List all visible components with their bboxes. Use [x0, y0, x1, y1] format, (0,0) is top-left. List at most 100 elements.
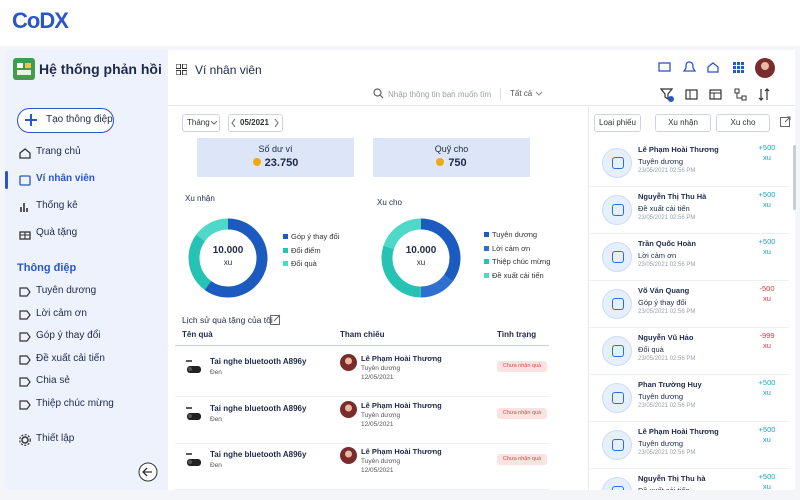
donut-segment[interactable] — [188, 218, 268, 298]
status: Chưa nhận quà — [502, 409, 542, 416]
tag-icon[interactable] — [19, 377, 31, 387]
transaction-item[interactable]: Nguyễn Vũ Hảo Đổi quà 23/05/2021 02:56 PM -… — [589, 328, 789, 375]
transaction-item[interactable]: Nguyễn Thị Thu Hà Đề xuất cải tiến 23/05/2… — [589, 187, 789, 234]
settings-item[interactable]: Thiết lập — [36, 433, 75, 444]
logo[interactable]: CoDX — [12, 8, 69, 33]
toolbar-icon[interactable] — [709, 88, 723, 102]
amount-value: -999 — [759, 331, 775, 340]
menu-icon[interactable] — [19, 174, 31, 186]
search-placeholder[interactable]: Nhập thông tin bạn muốn tìm — [388, 90, 492, 99]
time: 23/05/2021 02:56 PM — [638, 262, 696, 268]
coin-icon — [252, 158, 261, 166]
header-icon[interactable] — [732, 61, 745, 74]
message-type: Lời cảm ơn — [638, 251, 677, 260]
plus-icon[interactable] — [24, 113, 38, 127]
donut-segment[interactable] — [381, 218, 461, 298]
transaction-item[interactable]: Phan Trường Huy Tuyên dương 23/05/2021 02:… — [589, 375, 789, 422]
legend-label: Lời cảm ơn — [492, 243, 531, 253]
time: 23/05/2021 02:56 PM — [638, 403, 696, 409]
menu-item[interactable]: Quà tặng — [36, 227, 78, 238]
message-type: Tuyên dương — [638, 392, 684, 401]
type-filter[interactable] — [594, 114, 641, 132]
section-item[interactable]: Tuyên dương — [36, 285, 97, 296]
sender-name: Phan Trường Huy — [638, 380, 702, 389]
period-type[interactable]: Tháng — [187, 118, 210, 127]
menu-item[interactable]: Ví nhân viên — [36, 173, 95, 184]
search-icon[interactable] — [373, 88, 384, 99]
time: 23/05/2021 02:56 PM — [638, 309, 696, 315]
menu-item[interactable]: Thống kê — [36, 200, 78, 211]
status-pill: Chưa nhận quà — [497, 407, 547, 419]
tag-icon[interactable] — [19, 355, 31, 365]
menu-icon[interactable] — [19, 228, 31, 240]
section-item[interactable]: Góp ý thay đổi — [36, 330, 101, 342]
chart-title: Xu cho — [377, 198, 402, 207]
user-avatar[interactable] — [755, 58, 775, 78]
status-pill: Chưa nhận quà — [497, 454, 547, 465]
donut-center: 10.000 — [391, 245, 451, 257]
collapse-button[interactable] — [138, 462, 158, 482]
tab-button[interactable]: Xu cho — [716, 114, 770, 132]
search-scope[interactable]: Tất cả — [510, 89, 533, 98]
tag-icon[interactable] — [19, 400, 31, 410]
gift-name: Tai nghe bluetooth A896y — [210, 403, 307, 413]
menu-item[interactable]: Trang chủ — [36, 146, 81, 157]
transaction-item[interactable]: Trần Quốc Hoàn Lời cảm ơn 23/05/2021 02:56… — [589, 234, 789, 281]
tag-icon[interactable] — [19, 287, 31, 297]
sender-name: Trần Quốc Hoàn — [638, 239, 696, 248]
amount-unit: xu — [763, 153, 771, 162]
date: 12/05/2021 — [361, 420, 394, 428]
transaction-item[interactable]: Lê Phạm Hoài Thương Tuyên dương 23/05/2021… — [589, 140, 789, 187]
edit-icon[interactable] — [270, 314, 281, 325]
menu-icon[interactable] — [19, 147, 31, 159]
header-icon[interactable] — [707, 61, 720, 74]
tab-label[interactable]: Xu nhận — [668, 118, 698, 127]
period-type-select[interactable] — [182, 114, 220, 132]
tag-icon[interactable] — [19, 332, 31, 342]
legend-swatch — [283, 261, 288, 266]
open-icon[interactable] — [780, 116, 791, 127]
next-button[interactable] — [274, 119, 279, 127]
balance-label-wrap: Số dư ví — [197, 144, 354, 156]
donut-center-unit: xu — [223, 258, 233, 267]
donut-segment[interactable] — [381, 218, 461, 298]
create-button-label[interactable]: Tạo thông điệp — [46, 114, 113, 125]
gift-image — [186, 360, 201, 373]
item-icon — [602, 477, 632, 490]
donut-segment[interactable] — [188, 218, 268, 298]
section-item[interactable]: Lời cảm ơn — [36, 307, 87, 319]
settings-icon[interactable] — [19, 434, 31, 446]
item-icon-glyph — [612, 157, 624, 169]
toolbar-icon[interactable] — [734, 88, 748, 102]
header-icon[interactable] — [682, 61, 696, 74]
time: 23/05/2021 02:56 PM — [638, 356, 696, 362]
gift-variant: Đen — [210, 415, 222, 423]
tab-button[interactable]: Xu nhận — [655, 114, 711, 132]
amount-unit: xu — [763, 247, 771, 256]
legend-swatch — [283, 247, 288, 253]
sender-name: Võ Văn Quang — [638, 286, 690, 295]
toolbar-icon[interactable] — [684, 88, 699, 102]
period-select[interactable] — [228, 114, 283, 132]
toolbar-icon[interactable] — [660, 88, 674, 102]
section-item[interactable]: Chia sẻ — [36, 375, 70, 387]
period[interactable]: 05/2021 — [240, 118, 269, 127]
section-item[interactable]: Đề xuất cải tiến — [36, 352, 105, 364]
transaction-item[interactable]: Nguyễn Thị Thu hàĐề xuất cải tiến23/05/2… — [589, 469, 789, 490]
gift-variant: Đen — [210, 462, 222, 469]
prev-button[interactable] — [231, 119, 236, 127]
menu-icon[interactable] — [19, 201, 31, 213]
item-icon-glyph — [612, 345, 624, 357]
tab-label[interactable]: Xu cho — [730, 118, 756, 127]
header-icon[interactable] — [658, 61, 671, 74]
item-line — [589, 233, 789, 234]
tag-icon[interactable] — [19, 309, 31, 320]
transaction-item[interactable]: Lê Phạm Hoài Thương Tuyên dương 23/05/2021… — [589, 422, 789, 469]
type-filter-label[interactable]: Loại phiếu — [599, 118, 636, 127]
donut-segment[interactable] — [381, 218, 461, 298]
item-icon-glyph — [612, 251, 624, 263]
transaction-item[interactable]: Võ Văn Quang Góp ý thay đổi 23/05/2021 02:… — [589, 281, 789, 328]
amount: +500 xu — [749, 472, 785, 490]
toolbar-icon[interactable] — [758, 88, 772, 102]
section-item[interactable]: Thiệp chúc mừng — [36, 398, 114, 409]
